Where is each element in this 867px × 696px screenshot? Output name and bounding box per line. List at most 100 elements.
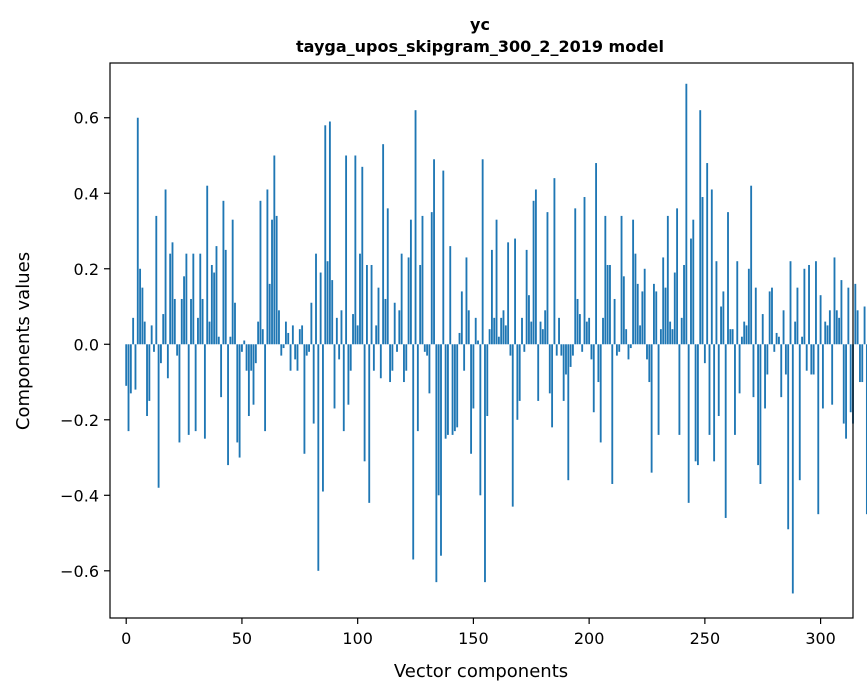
- bar-108: [375, 325, 378, 345]
- bar-134: [435, 344, 438, 583]
- bar-259: [724, 344, 727, 518]
- bar-176: [532, 200, 535, 345]
- bar-255: [715, 261, 718, 345]
- bar-294: [805, 344, 808, 371]
- bar-190: [565, 344, 567, 375]
- bar-125: [414, 110, 417, 345]
- bar-91: [335, 317, 338, 345]
- bar-29: [192, 253, 195, 345]
- bar-62: [268, 283, 271, 345]
- bar-13: [155, 215, 158, 345]
- bar-164: [504, 325, 507, 345]
- bar-16: [162, 314, 165, 345]
- bar-144: [458, 332, 461, 345]
- bar-53: [247, 344, 250, 417]
- bar-64: [273, 155, 276, 345]
- bar-115: [391, 344, 394, 371]
- bar-261: [729, 329, 732, 345]
- bar-278: [768, 291, 771, 345]
- bar-290: [796, 287, 799, 345]
- bar-86: [324, 125, 327, 345]
- bar-178: [537, 344, 540, 401]
- bar-8: [143, 321, 146, 345]
- bar-186: [555, 344, 558, 356]
- bar-163: [502, 310, 505, 345]
- bar-158: [490, 249, 493, 345]
- bar-252: [708, 344, 711, 435]
- bar-81: [312, 344, 315, 424]
- x-tick-label: 250: [690, 629, 721, 648]
- bar-197: [581, 344, 584, 352]
- bar-192: [569, 344, 572, 367]
- bar-217: [627, 344, 630, 360]
- bar-82: [315, 253, 317, 345]
- bar-71: [289, 344, 292, 371]
- bar-171: [521, 317, 523, 345]
- bar-291: [798, 344, 801, 481]
- bar-56: [254, 344, 257, 364]
- bar-204: [597, 344, 600, 383]
- bar-28: [190, 298, 192, 345]
- bar-228: [653, 283, 655, 345]
- bar-274: [759, 344, 762, 484]
- bar-119: [400, 253, 403, 345]
- bar-191: [567, 344, 570, 481]
- bar-318: [861, 344, 864, 383]
- bar-258: [722, 291, 725, 345]
- bar-73: [294, 344, 297, 360]
- bar-180: [541, 329, 544, 345]
- bar-43: [224, 249, 227, 345]
- bar-140: [449, 246, 452, 345]
- bar-44: [227, 344, 229, 466]
- bar-170: [518, 344, 521, 401]
- bar-236: [671, 329, 674, 345]
- bar-173: [525, 249, 528, 345]
- bar-93: [340, 310, 343, 345]
- bar-303: [826, 325, 829, 345]
- bar-256: [717, 344, 720, 417]
- bar-50: [241, 344, 243, 352]
- bar-308: [838, 317, 841, 345]
- bar-211: [613, 298, 616, 345]
- bar-84: [319, 272, 322, 345]
- bar-59: [261, 329, 264, 345]
- x-tick-label: 150: [458, 629, 489, 648]
- bar-24: [180, 298, 183, 345]
- bar-206: [602, 317, 604, 345]
- bar-310: [842, 344, 845, 424]
- bar-51: [243, 340, 246, 345]
- bar-270: [750, 185, 753, 345]
- bar-98: [352, 314, 354, 345]
- bar-55: [252, 344, 255, 405]
- y-tick-label: 0.0: [74, 335, 99, 354]
- bar-189: [562, 344, 565, 401]
- bar-100: [356, 325, 359, 345]
- bar-201: [590, 344, 593, 360]
- bar-273: [757, 344, 760, 466]
- bar-227: [650, 344, 653, 473]
- bar-26: [185, 253, 188, 345]
- chart-title: yc: [470, 15, 490, 34]
- x-tick-label: 100: [342, 629, 373, 648]
- bar-311: [845, 344, 847, 439]
- bar-33: [201, 298, 204, 345]
- bar-117: [396, 344, 398, 352]
- bar-285: [784, 344, 787, 375]
- bar-200: [588, 317, 591, 345]
- y-tick-label: −0.2: [60, 411, 99, 430]
- bar-276: [764, 344, 766, 409]
- bar-315: [854, 283, 857, 345]
- bar-269: [747, 268, 750, 345]
- bar-153: [479, 344, 482, 496]
- bar-317: [859, 344, 861, 383]
- bar-57: [257, 321, 260, 345]
- bar-113: [386, 208, 389, 345]
- bar-287: [789, 261, 792, 345]
- bar-307: [835, 310, 838, 345]
- bar-198: [583, 197, 586, 345]
- x-tick-label: 0: [121, 629, 131, 648]
- bar-11: [150, 325, 153, 345]
- bar-222: [639, 325, 641, 345]
- bar-210: [611, 344, 614, 484]
